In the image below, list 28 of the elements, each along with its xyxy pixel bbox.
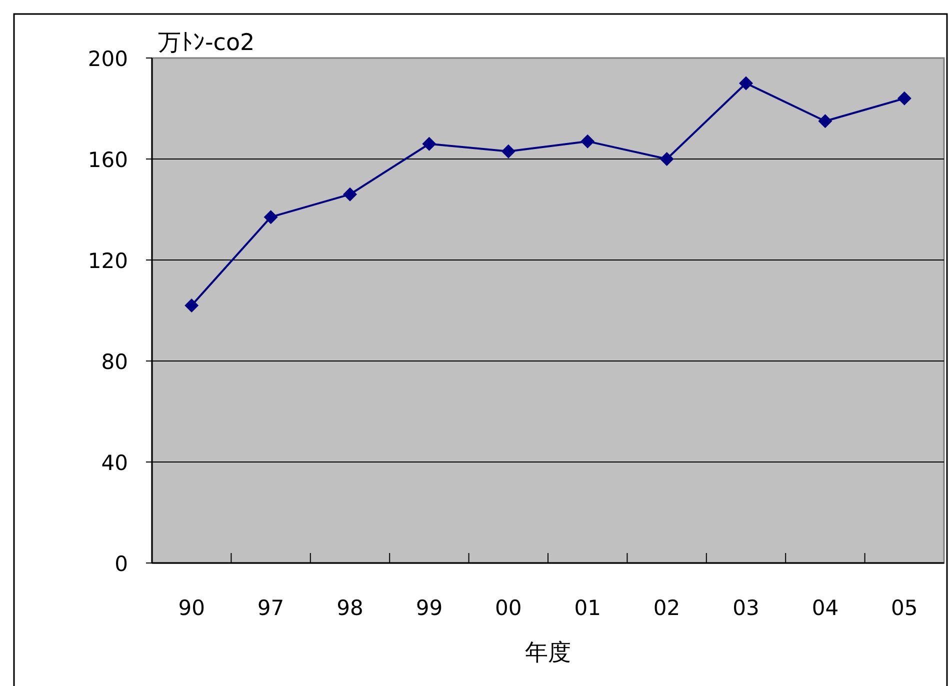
x-tick-label: 02 (653, 596, 680, 620)
x-tick-label: 97 (257, 596, 284, 620)
x-tick-label: 03 (732, 596, 760, 620)
point (660, 152, 674, 166)
point (343, 187, 357, 202)
point (739, 76, 753, 90)
x-tick-label: 99 (416, 596, 443, 620)
y-tick-label: 80 (101, 350, 128, 374)
y-tick-label: 120 (88, 249, 128, 273)
x-tick-label: 01 (574, 596, 601, 620)
x-axis-title: 年度 (525, 640, 571, 666)
point (818, 114, 832, 128)
y-tick-label: 40 (101, 451, 128, 475)
x-tick-label: 05 (891, 596, 918, 620)
x-tick-label: 04 (812, 596, 839, 620)
x-tick-label: 90 (178, 596, 205, 620)
point (580, 134, 595, 148)
x-tick-label: 00 (495, 596, 522, 620)
y-tick-label: 0 (114, 552, 128, 576)
point (264, 210, 278, 224)
point (422, 136, 436, 151)
point (501, 144, 516, 158)
y-axis-title: 万ﾄﾝ-co2 (158, 30, 255, 56)
x-tick-label: 98 (336, 596, 364, 620)
point (897, 91, 912, 106)
point (184, 298, 199, 312)
y-tick-label: 200 (88, 47, 128, 71)
y-tick-label: 160 (88, 148, 128, 172)
